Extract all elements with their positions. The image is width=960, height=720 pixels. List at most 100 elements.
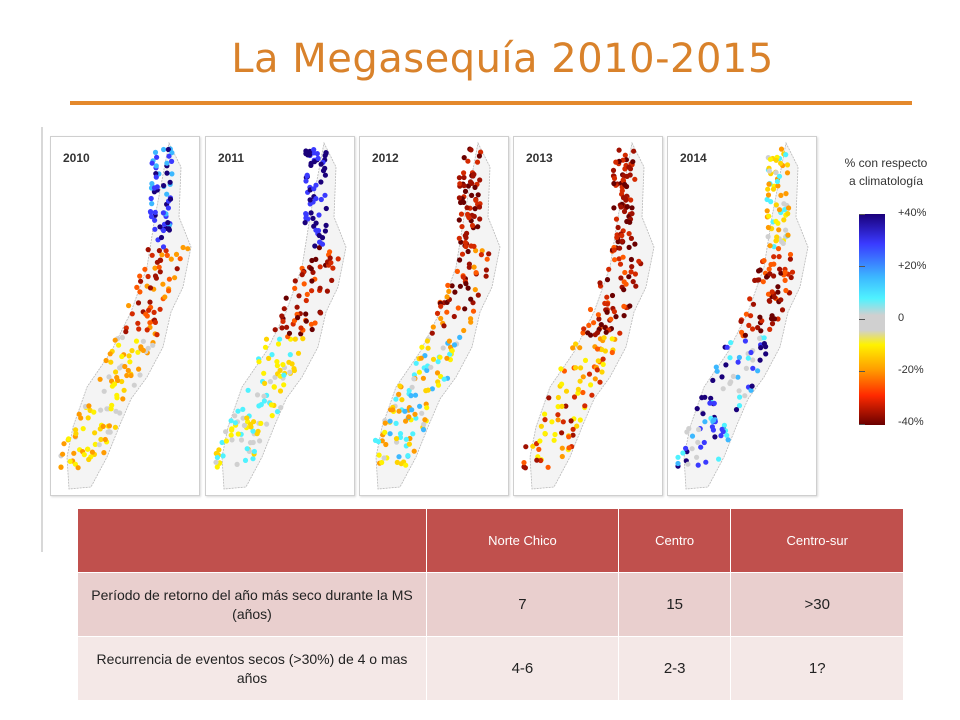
station-dot	[283, 295, 289, 301]
station-dot	[133, 338, 140, 344]
station-dot	[446, 338, 452, 344]
station-dot	[462, 306, 468, 312]
station-dot	[291, 367, 297, 374]
station-dot	[628, 256, 634, 263]
station-dot	[621, 303, 627, 309]
station-dot	[580, 330, 586, 336]
station-dot	[470, 308, 477, 314]
station-dot	[613, 216, 620, 222]
station-dot	[608, 316, 614, 322]
station-dot	[484, 256, 490, 262]
station-dot	[383, 441, 389, 448]
station-dot	[322, 192, 328, 198]
station-dot	[393, 396, 399, 402]
station-dot	[286, 330, 293, 336]
station-dot	[521, 464, 527, 470]
map-2014	[675, 141, 809, 490]
station-dot	[776, 227, 782, 233]
station-dot	[699, 395, 705, 401]
station-dot	[424, 367, 430, 373]
station-dot	[555, 417, 561, 423]
station-dot	[742, 332, 748, 338]
station-dot	[483, 267, 489, 273]
station-dot	[778, 270, 784, 276]
station-dot	[609, 336, 615, 342]
station-dot	[403, 462, 409, 468]
station-dot	[444, 309, 450, 315]
map-year-label: 2012	[372, 151, 399, 165]
station-dot	[376, 452, 382, 458]
station-dot	[58, 464, 64, 470]
station-dot	[477, 216, 483, 222]
station-dot	[452, 289, 458, 295]
station-dot	[406, 441, 412, 447]
station-dot	[92, 441, 98, 447]
station-dot	[169, 158, 175, 164]
station-dot	[408, 393, 414, 399]
station-dot	[101, 450, 107, 456]
station-dot	[627, 172, 633, 178]
station-dot	[736, 403, 743, 409]
cell-value: 7	[426, 572, 619, 637]
station-dot	[462, 188, 469, 194]
station-dot	[272, 327, 278, 333]
station-dot	[375, 439, 382, 445]
station-dot	[311, 147, 317, 153]
station-dot	[308, 162, 314, 168]
station-dot	[735, 374, 741, 380]
station-dot	[100, 423, 106, 429]
station-dot	[748, 349, 754, 356]
station-dot	[570, 432, 576, 438]
station-dot	[165, 205, 171, 211]
station-dot	[462, 233, 468, 239]
station-dot	[478, 252, 484, 258]
legend-title: % con respecto a climatología	[826, 154, 946, 190]
station-dot	[403, 418, 409, 424]
station-dot	[626, 244, 632, 250]
station-dot	[585, 330, 591, 336]
station-dot	[429, 330, 435, 336]
station-dot	[220, 453, 226, 459]
station-dot	[169, 171, 175, 177]
station-dot	[475, 292, 481, 298]
station-dot	[721, 422, 727, 428]
station-dot	[128, 372, 134, 379]
station-dot	[568, 418, 574, 424]
station-dot	[299, 272, 305, 278]
station-dot	[423, 388, 429, 394]
station-dot	[755, 325, 761, 331]
station-dot	[126, 303, 132, 309]
station-dot	[335, 256, 341, 262]
station-dot	[73, 431, 79, 437]
station-dot	[244, 446, 250, 452]
station-dot	[622, 181, 628, 188]
station-dot	[430, 356, 437, 362]
station-dot	[451, 342, 458, 348]
station-dot	[307, 201, 313, 207]
station-dot	[411, 376, 417, 382]
station-dot	[594, 346, 601, 352]
colorbar-label-minus40: -40%	[898, 416, 924, 428]
station-dot	[621, 313, 627, 319]
station-dot	[162, 294, 168, 300]
station-dot	[774, 178, 780, 185]
station-dot	[724, 344, 730, 350]
station-dot	[106, 423, 112, 429]
station-dot	[764, 208, 770, 214]
station-dot	[771, 244, 777, 250]
station-dot	[471, 171, 477, 177]
station-dot	[381, 455, 387, 461]
station-dot	[163, 248, 169, 254]
station-dot	[294, 304, 300, 310]
station-dot	[714, 368, 720, 374]
station-dot	[604, 309, 610, 315]
table-header-row: Norte Chico Centro Centro-sur	[77, 508, 904, 573]
station-dot	[723, 362, 729, 368]
station-dot	[279, 325, 285, 331]
station-dot	[280, 318, 286, 324]
station-dot	[147, 209, 154, 215]
station-dot	[160, 281, 166, 287]
station-dot	[616, 147, 622, 153]
station-dot	[307, 197, 313, 203]
station-dot	[615, 224, 621, 231]
